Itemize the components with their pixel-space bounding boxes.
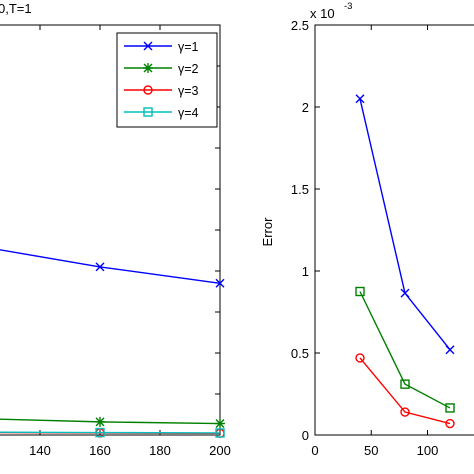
data-point [445, 403, 455, 413]
y-tick-label: 2 [302, 100, 309, 115]
series-line [359, 291, 451, 409]
right-y-axis-label: Error [260, 217, 275, 247]
x-tick-label: 180 [149, 443, 171, 458]
y-tick-label: 1.5 [291, 182, 309, 197]
left-plot: 0,T=1 140 160 180 200 γ=1 γ=2 γ=3 γ=4 [0, 1, 231, 458]
y-tick-label: 0.5 [291, 346, 309, 361]
x-tick-label: 100 [417, 443, 439, 458]
data-point [95, 262, 105, 272]
series-0 [355, 94, 455, 355]
y-tick-label: 1 [302, 264, 309, 279]
data-point [215, 278, 225, 288]
right-series-group [355, 94, 455, 429]
legend-label: γ=3 [178, 84, 199, 98]
x-tick-label: 0 [311, 443, 318, 458]
legend: γ=1 γ=2 γ=3 γ=4 [116, 32, 218, 128]
legend-label: γ=1 [178, 40, 199, 54]
legend-label: γ=4 [178, 106, 199, 120]
legend-item: γ=3 [124, 84, 199, 98]
x-tick-label: 140 [29, 443, 51, 458]
left-x-axis: 140 160 180 200 [29, 25, 231, 458]
right-axes-box [314, 24, 474, 436]
series-line [0, 431, 221, 434]
legend-label: γ=2 [178, 62, 199, 76]
left-series-group [0, 249, 225, 439]
series-1 [0, 416, 225, 429]
data-point [215, 418, 225, 429]
data-point [95, 427, 105, 438]
series-0 [0, 249, 225, 288]
x-tick-label: 160 [89, 443, 111, 458]
x-tick-label: 200 [209, 443, 231, 458]
data-point [355, 286, 365, 297]
legend-marker [143, 85, 153, 95]
legend-box [116, 32, 218, 128]
y-tick-label: 2.5 [291, 18, 309, 33]
data-point [215, 428, 225, 438]
data-point [400, 379, 410, 389]
y-tick-label: 0 [302, 428, 309, 443]
x-tick-label: 50 [364, 443, 378, 458]
legend-item: γ=1 [124, 40, 199, 54]
legend-item: γ=4 [124, 106, 199, 120]
data-point [95, 416, 105, 427]
data-point [355, 94, 365, 104]
legend-marker [143, 107, 153, 117]
legend-marker [143, 63, 153, 73]
data-point [445, 345, 455, 355]
right-axes-ticks: 0 50 100 0 0.5 1 1.5 2 2.5 [291, 18, 438, 458]
data-point [400, 288, 410, 298]
y-exponent-label: x 10 -3 [310, 1, 352, 21]
series-2 [355, 353, 455, 429]
series-line [359, 357, 451, 425]
series-3 [0, 427, 225, 438]
data-point [355, 353, 365, 363]
legend-item: γ=2 [124, 62, 199, 76]
series-1 [355, 286, 455, 413]
data-point [445, 418, 455, 429]
legend-marker [143, 41, 153, 51]
data-point [400, 407, 410, 417]
y-exponent-power: -3 [344, 1, 352, 12]
y-exponent-base: x 10 [310, 6, 335, 21]
left-plot-title: 0,T=1 [0, 1, 32, 16]
right-plot: x 10 -3 Error 0 50 100 0 0.5 1 1.5 2 2.5 [260, 1, 474, 458]
